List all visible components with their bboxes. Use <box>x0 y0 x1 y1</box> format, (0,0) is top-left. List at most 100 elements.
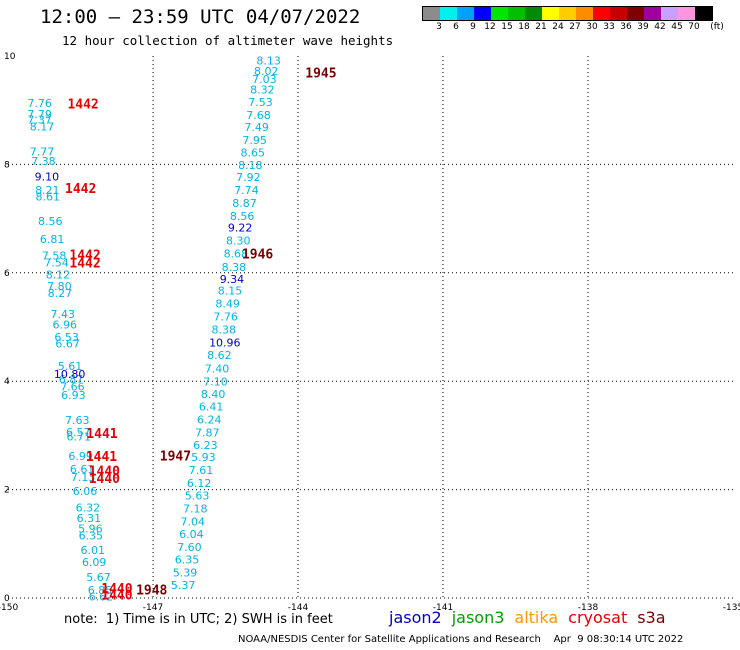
x-tick-label: -135 <box>723 603 740 613</box>
data-point-label: 8.12 <box>46 268 70 281</box>
data-point-label: 6.57 <box>66 426 91 439</box>
satellite-cryosat: cryosat <box>568 608 628 627</box>
y-tick-label: 2 <box>4 486 10 496</box>
data-point-label: 6.96 <box>52 318 77 331</box>
data-point-label: 8.65 <box>240 146 265 159</box>
data-point-label: 7.49 <box>244 121 269 134</box>
data-point-label: 7.54 <box>44 257 69 270</box>
data-point-label: 8.02 <box>254 65 279 78</box>
data-point-label: 7.79 <box>27 108 52 121</box>
data-point-label: 6.35 <box>79 530 104 543</box>
data-point-label: 6.71 <box>66 430 91 443</box>
satellite-jason2: jason2 <box>389 608 442 627</box>
time-annotation: 1946 <box>242 247 273 262</box>
color-scale-labels: 3 6 9 12 15 18 21 24 27 30 33 36 39 42 45 70 (ft) <box>422 22 740 34</box>
legend-unit: (ft) <box>710 22 724 32</box>
data-point-label: 7.60 <box>177 541 202 554</box>
legend-swatch <box>695 7 712 20</box>
chart-title: 12:00 – 23:59 UTC 04/07/2022 <box>40 6 361 28</box>
data-point-label: 8.56 <box>38 215 63 228</box>
x-tick-label: -138 <box>578 603 599 613</box>
data-point-label: 8.30 <box>226 234 251 247</box>
legend-swatch <box>644 7 661 20</box>
legend-label: 70 <box>688 22 700 32</box>
data-point-label: 8.38 <box>211 324 236 337</box>
x-tick-label: -141 <box>433 603 453 613</box>
data-point-label: 5.39 <box>173 567 198 580</box>
data-point-label: 7.40 <box>205 363 230 376</box>
time-annotation: 1945 <box>305 66 336 81</box>
data-point-label: 6.24 <box>197 414 222 427</box>
data-point-label: 8.21 <box>35 184 60 197</box>
legend-label: 45 <box>671 22 683 32</box>
x-tick-label: -144 <box>288 603 309 613</box>
data-point-label: 5.67 <box>86 571 111 584</box>
data-point-label: 7.74 <box>234 184 259 197</box>
data-point-label: 6.06 <box>73 485 98 498</box>
data-point-label: 9.10 <box>35 170 60 183</box>
data-point-label: 8.49 <box>215 298 240 311</box>
legend-label: 18 <box>518 22 530 32</box>
data-point-label: 7.68 <box>246 109 270 122</box>
data-point-label: 7.87 <box>195 427 220 440</box>
time-annotation: 1440 <box>89 465 120 480</box>
data-point-label: 8.68 <box>224 247 249 260</box>
data-point-label: 8.56 <box>230 210 255 223</box>
legend-swatch <box>678 7 695 20</box>
legend-swatch <box>542 7 559 20</box>
chart-subtitle: 12 hour collection of altimeter wave hei… <box>62 33 394 48</box>
data-point-label: 6.32 <box>76 501 101 514</box>
data-point-label: 8.13 <box>256 54 281 67</box>
data-point-label: 7.43 <box>51 308 76 321</box>
legend-swatch <box>576 7 593 20</box>
data-point-label: 6.85 <box>88 584 113 597</box>
data-point-label: 10.96 <box>209 337 241 350</box>
credit-line: NOAA/NESDIS Center for Satellite Applica… <box>238 634 684 645</box>
satellite-legend: jason2 jason3 altika cryosat s3a <box>389 608 676 627</box>
legend-swatch <box>508 7 525 20</box>
satellite-jason3: jason3 <box>451 608 505 627</box>
time-annotation: 1442 <box>65 182 96 197</box>
data-point-label: 7.80 <box>47 280 72 293</box>
footnote: note: 1) Time is in UTC; 2) SWH is in fe… <box>64 612 333 627</box>
data-point-label: 8.87 <box>232 197 257 210</box>
legend-label: 24 <box>552 22 564 32</box>
legend-label: 30 <box>586 22 598 32</box>
time-annotation: 1440 <box>101 582 132 597</box>
time-annotation: 1442 <box>67 98 98 113</box>
data-point-label: 6.09 <box>82 556 107 569</box>
data-point-label: 7.18 <box>183 503 208 516</box>
data-point-label: 6.35 <box>175 554 200 567</box>
legend-swatch <box>525 7 542 20</box>
data-point-label: 5.37 <box>171 579 196 592</box>
time-annotation: 1442 <box>69 248 100 263</box>
data-point-label: 8.27 <box>48 287 72 300</box>
legend-swatch <box>661 7 678 20</box>
data-point-label: 8.15 <box>218 285 243 298</box>
data-point-label: 7.58 <box>42 249 66 262</box>
data-point-label: 6.61 <box>70 463 95 476</box>
legend-label: 9 <box>470 22 476 32</box>
time-annotation: 1947 <box>160 449 191 464</box>
data-point-label: 6.04 <box>179 528 204 541</box>
legend-label: 42 <box>654 22 666 32</box>
data-point-label: 8.18 <box>238 159 262 172</box>
data-point-label: 7.04 <box>181 516 206 529</box>
data-point-label: 7.37 <box>27 113 52 126</box>
data-point-label: 8.62 <box>207 349 232 362</box>
data-point-label: 7.76 <box>213 311 238 324</box>
data-point-label: 6.81 <box>40 233 65 246</box>
legend-label: 12 <box>484 22 496 32</box>
legend-label: 21 <box>535 22 547 32</box>
data-point-label: 5.96 <box>78 523 103 536</box>
data-point-label: 7.92 <box>236 171 261 184</box>
data-point-label: 7.63 <box>65 414 90 427</box>
data-point-label: 7.77 <box>30 145 55 158</box>
data-point-label: 7.10 <box>203 376 228 389</box>
legend-swatch <box>610 7 627 20</box>
y-tick-label: 6 <box>4 269 10 279</box>
y-tick-label: 0 <box>4 594 10 604</box>
data-point-label: 5.61 <box>58 360 83 373</box>
data-point-label: 6.87 <box>59 373 84 386</box>
